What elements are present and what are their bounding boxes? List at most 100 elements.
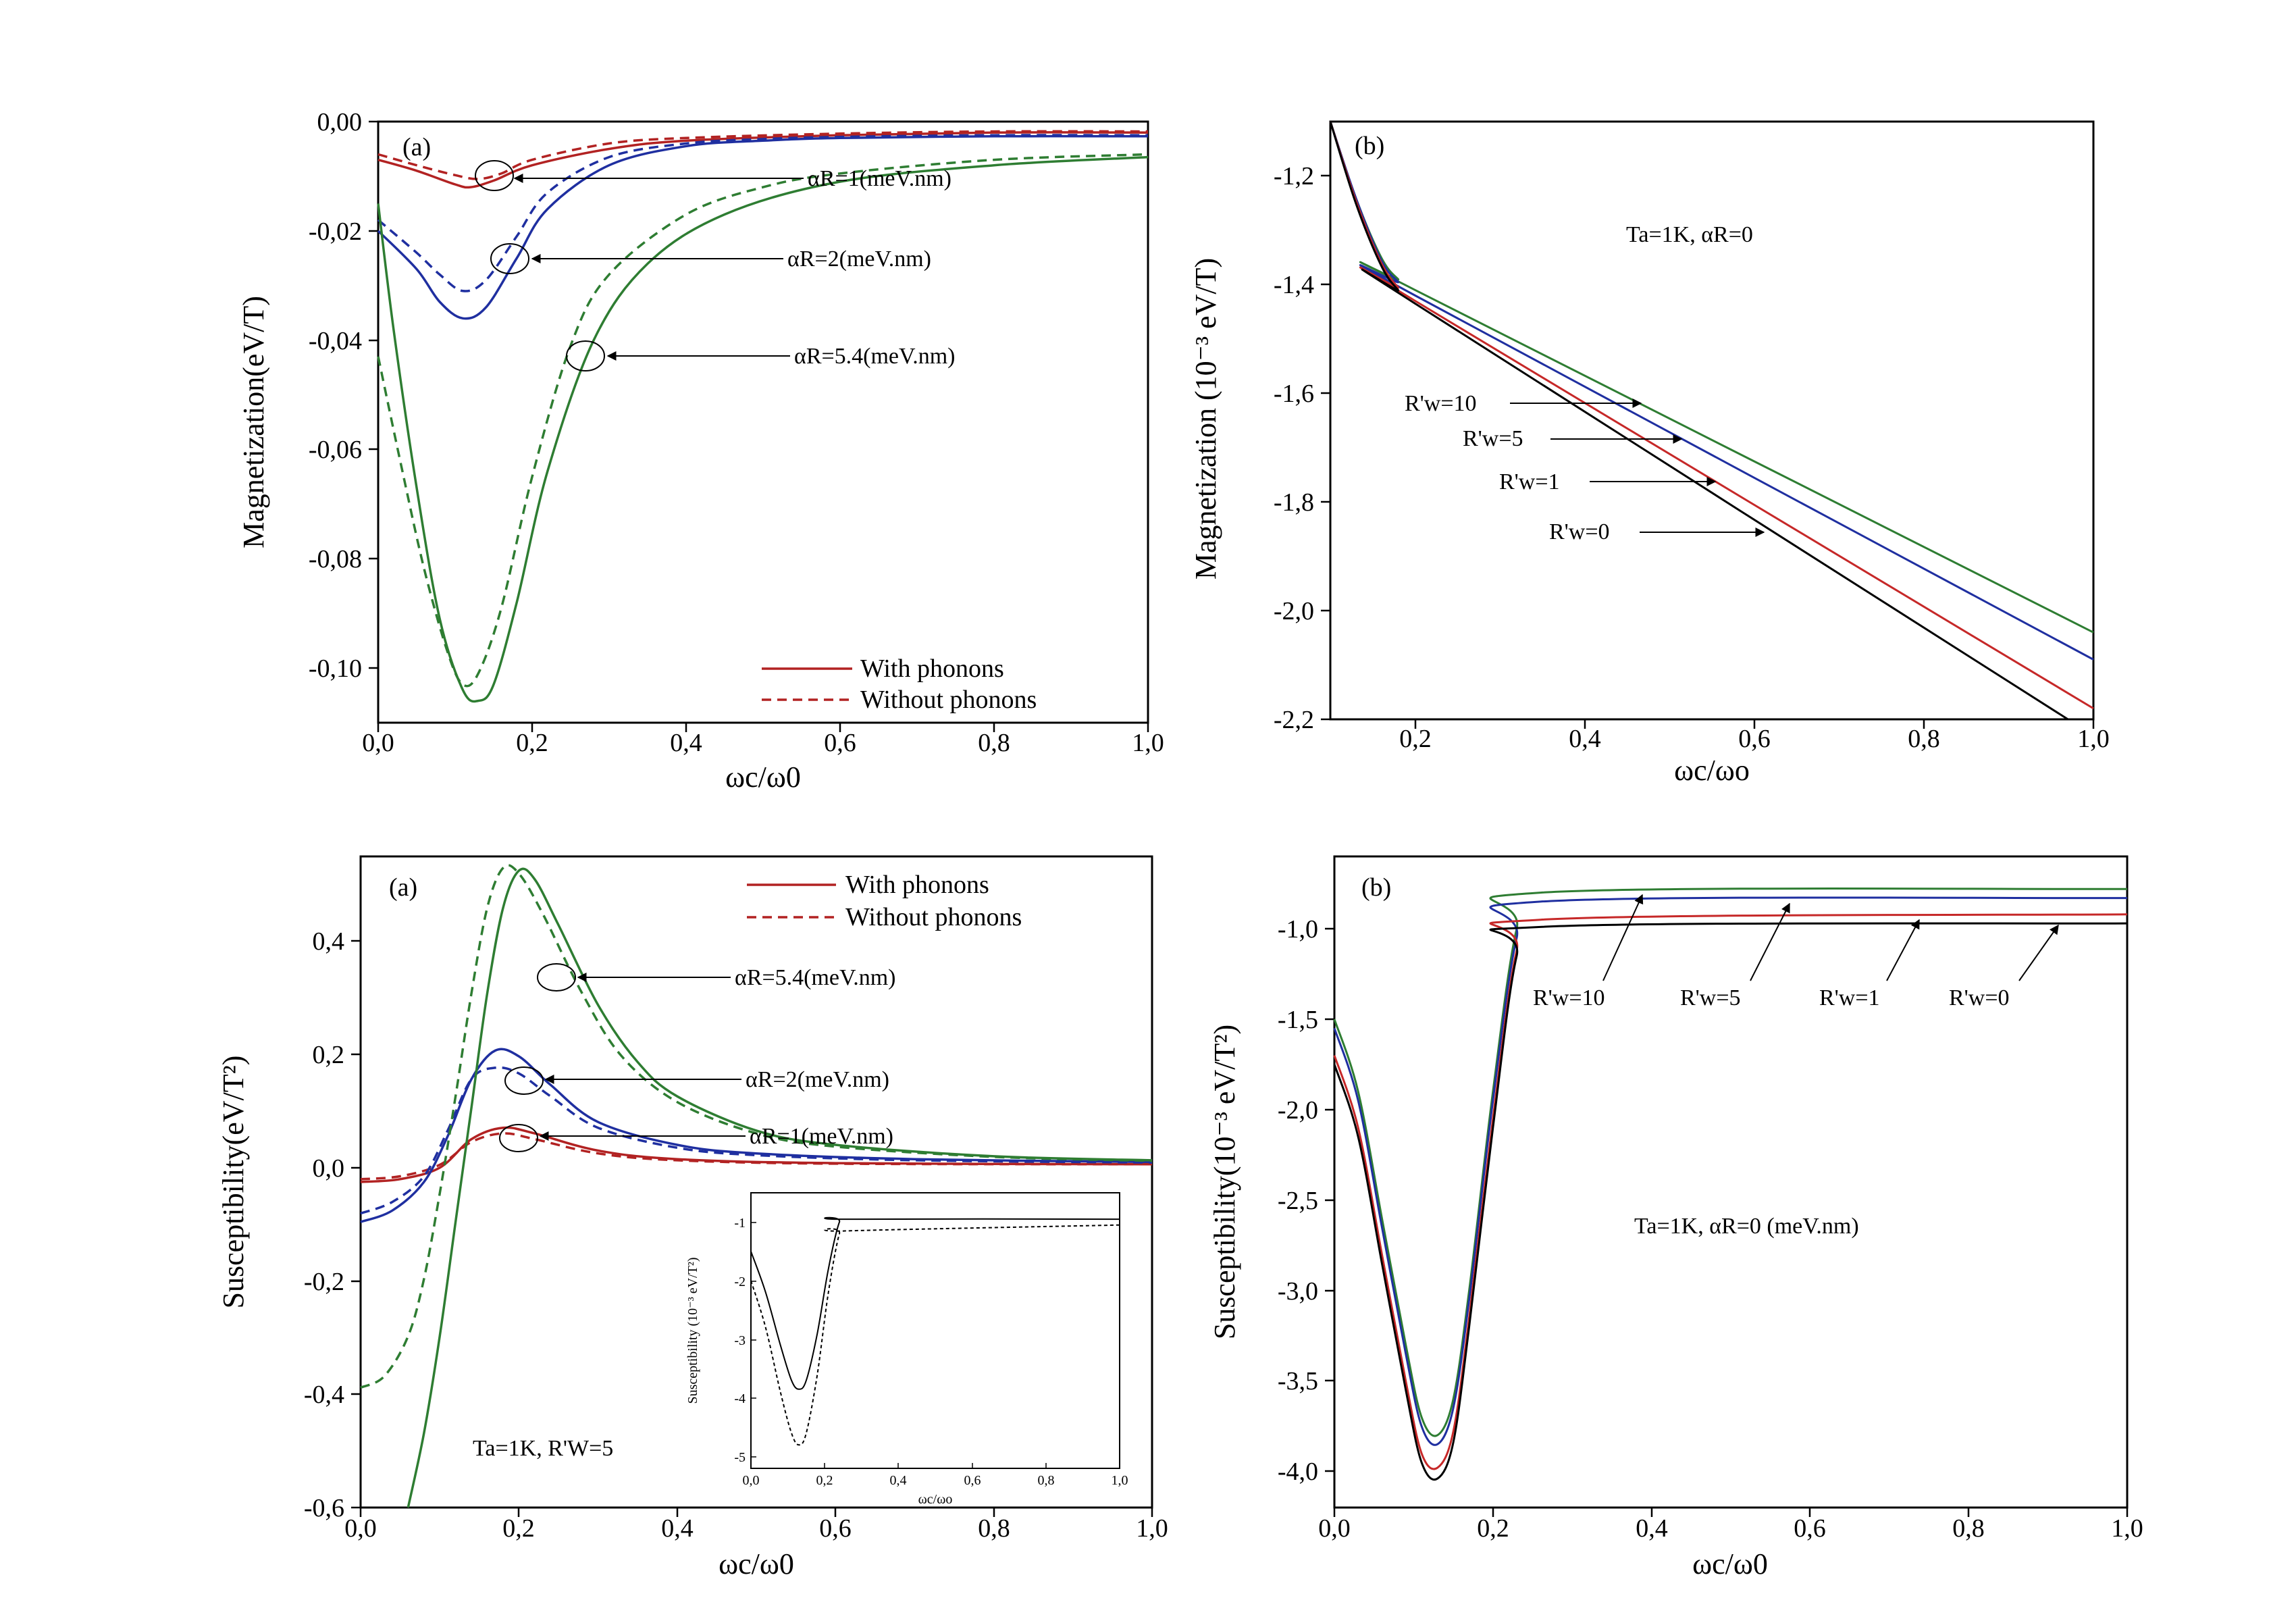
annotation-ellipse [490,243,529,274]
x-tick-label: 0,4 [1569,725,1601,753]
series-lines [1329,121,2094,721]
annotation-label: αR=1(meV.nm) [808,166,951,191]
y-tick: -0,4 [304,1381,361,1409]
annotation-label: R'w=5 [1680,985,1741,1010]
series-line-rw0 [1333,922,2128,1481]
series-line-green-dashed [377,153,1149,688]
annotations: R'w=10 R'w=5 R'w=1 R'w=0 [1533,894,2059,1010]
y-tick-label: -2,2 [1274,706,1314,734]
annotation-ellipse [504,1066,544,1095]
y-tick: 0,00 [317,108,378,136]
series-line-rw1 [1333,913,2128,1470]
x-tick-label: 0,6 [1738,725,1771,753]
inset-x-tick-label: 0,6 [964,1473,981,1488]
x-ticks: 0,0 0,2 0,4 0,6 0,8 1,0 [1318,1508,2143,1543]
x-tick: 0,4 [1569,719,1601,753]
y-tick: 0,4 [313,927,361,956]
inset-y-tick-label: -1 [734,1216,746,1231]
annotation-label: R'w=5 [1463,426,1523,451]
x-tick-label: 0,8 [978,1514,1010,1543]
x-tick-label: 0,2 [1477,1514,1509,1543]
y-axis-label: Susceptibility(eV/T²) [217,1056,250,1309]
x-ticks: 0,0 0,2 0,4 0,6 0,8 1,0 [362,723,1164,757]
x-tick: 1,0 [1132,723,1164,757]
annotation-arrow [1602,894,1644,981]
annotation-ellipse [537,963,576,992]
y-tick-label: -0,06 [309,436,362,464]
inset-x-tick-label: 0,4 [890,1473,907,1488]
series-line-red-dashed [377,130,1149,180]
chart-magnetization-b: (b) Magnetization (10⁻³ eV/T) ωc/ωo Ta=1… [1189,120,2110,787]
series-lines [377,130,1149,703]
y-tick-label: -1,8 [1274,488,1314,517]
annotation-label: R'w=1 [1499,469,1560,494]
inset-y-tick: -3 [734,1333,756,1348]
legend-label: Without phonons [860,686,1037,714]
annotations: αR=5.4(meV.nm) αR=2(meV.nm) αR=1(meV.nm) [499,963,895,1152]
x-tick-label: 0,8 [1952,1514,1985,1543]
inset-x-ticks: 0,0 0,2 0,4 0,6 0,8 1,0 [743,1463,1128,1488]
y-tick-label: 0,4 [313,927,345,956]
x-tick: 0,0 [344,1508,377,1543]
inset-y-axis-label: Susceptibility (10⁻³ eV/T²) [685,1258,700,1404]
x-tick-label: 1,0 [1132,729,1164,757]
x-tick-label: 0,0 [362,729,394,757]
panel-label: (b) [1361,873,1391,902]
inset-background [713,1190,1120,1472]
y-tick-label: -3,5 [1278,1367,1318,1395]
annotation-label: R'w=0 [1949,985,2010,1010]
inset-x-axis-label: ωc/ωo [918,1492,953,1507]
y-tick: -2,0 [1278,1096,1334,1125]
inset-x-tick: 0,6 [964,1463,981,1488]
x-tick: 1,0 [2111,1508,2143,1543]
x-ticks: 0,0 0,2 0,4 0,6 0,8 1,0 [344,1508,1168,1543]
legend-label: With phonons [860,654,1004,683]
y-tick-label: -0,4 [304,1381,344,1409]
x-tick: 1,0 [1136,1508,1168,1543]
series-line-blue-dashed [360,1066,1153,1215]
y-tick: -1,8 [1274,488,1330,517]
y-tick-label: 0,0 [313,1154,345,1183]
y-ticks: 0,4 0,2 0,0 -0,2 -0,4 -0,6 [304,927,361,1522]
x-axis-label: ωc/ω0 [1692,1547,1768,1580]
y-tick-label: -0,04 [309,327,362,355]
condition-text: Ta=1K, R'W=5 [473,1436,613,1461]
series-line-blue-dashed [377,134,1149,292]
x-tick-label: 0,2 [516,729,548,757]
inset-y-ticks: -1 -2 -3 -4 -5 [734,1216,756,1465]
y-tick: -0,2 [304,1268,361,1296]
annotation-label: αR=5.4(meV.nm) [794,344,955,369]
annotation-label: αR=2(meV.nm) [787,247,931,272]
x-tick: 1,0 [2077,719,2110,753]
series-line-rw5 [1333,896,2128,1446]
annotation-arrow [2018,924,2059,981]
x-tick-label: 0,2 [502,1514,535,1543]
y-tick: -1,0 [1278,915,1334,944]
series-line-red-dashed [360,1132,1153,1181]
y-tick-label: -0,6 [304,1494,344,1522]
y-ticks: -1,0 -1,5 -2,0 -2,5 -3,0 -3,5 -4,0 [1278,915,1334,1486]
y-tick: -0,10 [309,654,378,683]
inset-y-tick: -4 [734,1391,756,1406]
inset-frame [750,1192,1120,1469]
y-tick-label: 0,00 [317,108,363,136]
y-axis-label: Susceptibility(10⁻³ eV/T²) [1208,1025,1241,1339]
inset-y-tick: -1 [734,1216,756,1231]
y-tick: -1,6 [1274,380,1330,408]
x-tick: 0,4 [1636,1508,1668,1543]
y-tick: -0,04 [309,327,378,355]
series-line-blue-solid [377,134,1149,320]
x-tick-label: 0,4 [670,729,702,757]
y-tick-label: -0,08 [309,545,362,573]
annotation-ellipse [475,160,514,191]
y-tick: -2,2 [1274,706,1330,734]
x-tick-label: 0,6 [819,1514,852,1543]
annotations: αR=1(meV.nm) αR=2(meV.nm) αR=5.4(meV.nm) [475,160,955,371]
annotation-label: αR=1(meV.nm) [750,1124,893,1149]
y-tick-label: -3,0 [1278,1277,1318,1306]
inset-chart: Susceptibility (10⁻³ eV/T²) ωc/ωo 0,0 0,… [685,1190,1128,1507]
x-axis-label: ωc/ω0 [719,1547,794,1580]
series-line-green-solid [377,155,1149,703]
inset-series-line-dashed [750,1224,1120,1446]
